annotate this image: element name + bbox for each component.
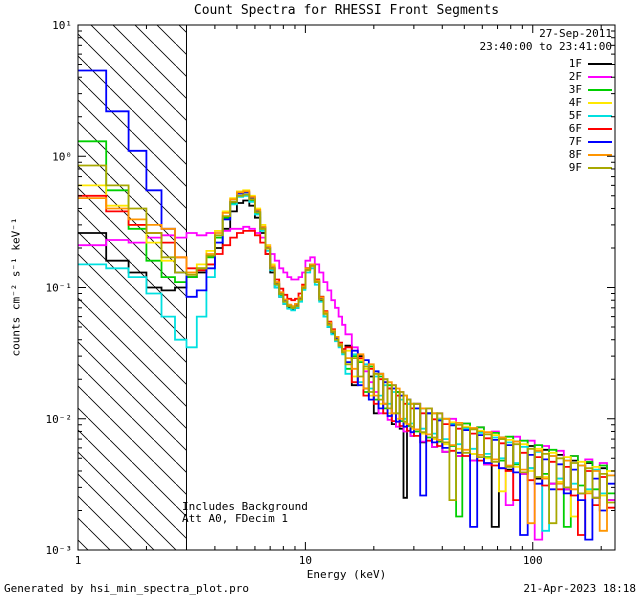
legend-label: 1F bbox=[568, 57, 582, 70]
ticks bbox=[77, 24, 615, 551]
y-tick-label: 10¹ bbox=[52, 19, 72, 32]
legend-line-swatch bbox=[588, 140, 612, 143]
legend-line-swatch bbox=[588, 101, 612, 104]
legend-item-3f: 3F bbox=[569, 83, 612, 96]
y-tick-label: 10⁰ bbox=[52, 150, 72, 163]
x-tick-label: 100 bbox=[523, 554, 543, 567]
legend-label: 3F bbox=[568, 83, 582, 96]
observation-date: 27-Sep-2011 bbox=[539, 27, 612, 40]
legend-line-swatch bbox=[588, 88, 612, 91]
legend-item-7f: 7F bbox=[569, 135, 612, 148]
x-tick-label: 10 bbox=[299, 554, 312, 567]
legend-line-swatch bbox=[588, 114, 612, 117]
x-tick-label: 1 bbox=[75, 554, 82, 567]
legend-label: 2F bbox=[568, 70, 582, 83]
legend-item-6f: 6F bbox=[569, 122, 612, 135]
legend-item-8f: 8F bbox=[569, 148, 612, 161]
excluded-region-hatch bbox=[78, 25, 187, 550]
legend-item-5f: 5F bbox=[569, 109, 612, 122]
series-7f bbox=[78, 69, 615, 541]
series-8f bbox=[78, 190, 615, 532]
y-tick-label: 10⁻¹ bbox=[46, 282, 73, 295]
y-tick-label: 10⁻³ bbox=[46, 544, 73, 557]
legend-item-2f: 2F bbox=[569, 70, 612, 83]
y-tick-label: 10⁻² bbox=[46, 413, 73, 426]
legend-item-1f: 1F bbox=[569, 57, 612, 70]
series-5f bbox=[78, 194, 615, 532]
x-axis-label: Energy (keV) bbox=[306, 568, 387, 581]
legend-line-swatch bbox=[588, 75, 612, 78]
legend: 1F 2F 3F 4F 5F 6F 7F 8F 9F bbox=[569, 57, 612, 174]
series-group bbox=[78, 69, 615, 541]
legend-line-swatch bbox=[588, 127, 612, 130]
legend-label: 7F bbox=[568, 135, 582, 148]
legend-label: 5F bbox=[568, 109, 582, 122]
legend-label: 8F bbox=[568, 148, 582, 161]
background-note: Includes Background bbox=[182, 500, 308, 513]
series-9f bbox=[78, 164, 615, 525]
observation-time-range: 23:40:00 to 23:41:00 bbox=[479, 40, 612, 53]
legend-line-swatch bbox=[588, 153, 612, 156]
legend-label: 6F bbox=[568, 122, 582, 135]
chart-title: Count Spectra for RHESSI Front Segments bbox=[193, 3, 500, 18]
legend-item-9f: 9F bbox=[569, 161, 612, 174]
legend-item-4f: 4F bbox=[569, 96, 612, 109]
y-axis-label: counts cm⁻² s⁻¹ keV⁻¹ bbox=[9, 217, 23, 357]
legend-label: 9F bbox=[568, 161, 582, 174]
legend-label: 4F bbox=[568, 96, 582, 109]
legend-line-swatch bbox=[588, 166, 612, 169]
attenuator-note: Att A0, FDecim 1 bbox=[182, 512, 288, 525]
legend-line-swatch bbox=[588, 62, 612, 65]
render-timestamp: 21-Apr-2023 18:18 bbox=[523, 582, 636, 595]
generator-credit: Generated by hsi_min_spectra_plot.pro bbox=[4, 582, 250, 595]
